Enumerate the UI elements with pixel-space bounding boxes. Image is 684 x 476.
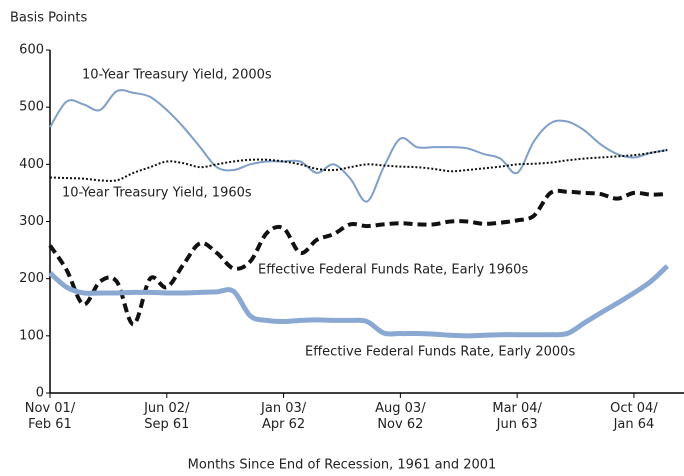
x-tick-label: Jun 02/ Sep 61: [144, 401, 190, 432]
series-line: [48, 188, 668, 327]
series-label: Effective Federal Funds Rate, Early 2000…: [305, 345, 575, 360]
x-axis-label: Months Since End of Recession, 1961 and …: [188, 458, 497, 473]
series-label: 10-Year Treasury Yield, 1960s: [62, 186, 252, 201]
y-tick-label: 100: [19, 328, 44, 343]
y-tick-label: 0: [36, 386, 44, 401]
x-tick-label: Oct 04/ Jan 64: [610, 401, 658, 432]
y-tick-label: 500: [19, 100, 44, 115]
series-line: [49, 149, 668, 182]
y-tick-label: 400: [19, 157, 44, 172]
x-tick-label: Jan 03/ Apr 62: [261, 401, 307, 432]
y-axis-label: Basis Points: [10, 11, 87, 26]
series-label: Effective Federal Funds Rate, Early 1960…: [258, 263, 528, 278]
y-tick-label: 600: [19, 43, 44, 58]
x-tick-label: Aug 03/ Nov 62: [375, 401, 426, 432]
x-tick-label: Nov 01/ Feb 61: [24, 401, 76, 432]
x-tick-label: Mar 04/ Jun 63: [492, 401, 542, 432]
series-line: [48, 264, 670, 339]
series-line: [49, 89, 668, 203]
y-tick-label: 300: [19, 214, 44, 229]
y-tick-label: 200: [19, 271, 44, 286]
series-label: 10-Year Treasury Yield, 2000s: [82, 68, 272, 83]
